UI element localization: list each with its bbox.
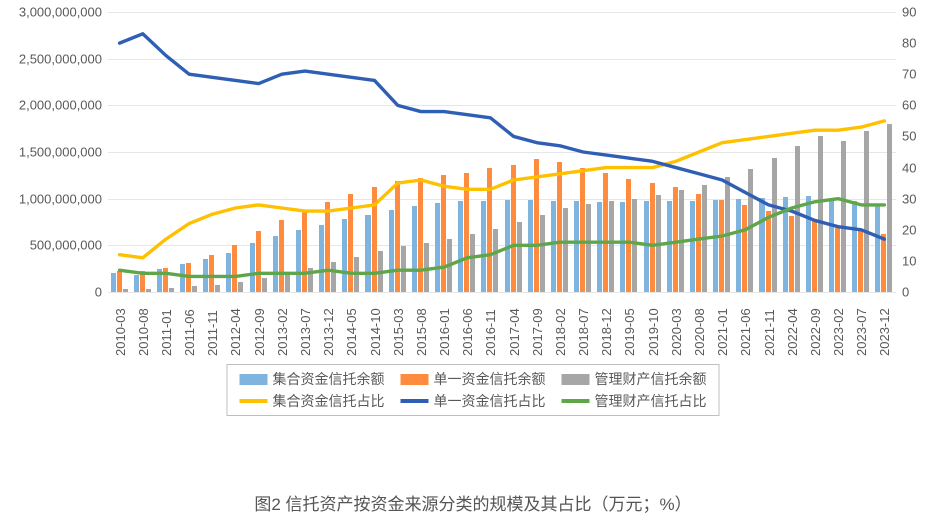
- y-left-tick: 0: [0, 285, 102, 300]
- y-right-tick: 70: [902, 67, 916, 82]
- x-tick: 2023-02: [831, 298, 846, 356]
- y-left-tick: 2,500,000,000: [0, 51, 102, 66]
- x-tick: 2019-10: [646, 298, 661, 356]
- x-tick: 2018-12: [599, 298, 614, 356]
- y-left-tick: 1,000,000,000: [0, 191, 102, 206]
- legend-row: 集合资金信托占比 单一资金信托占比 管理财产信托占比: [240, 390, 707, 412]
- legend-row: 集合资金信托余额 单一资金信托余额 管理财产信托余额: [240, 368, 707, 390]
- y-right-tick: 90: [902, 5, 916, 20]
- x-tick: 2012-04: [228, 298, 243, 356]
- legend-item: 管理财产信托占比: [562, 391, 707, 411]
- x-tick: 2010-03: [113, 298, 128, 356]
- swatch-line-icon: [240, 399, 268, 403]
- y-right-tick: 0: [902, 285, 909, 300]
- legend-item: 集合资金信托余额: [240, 369, 385, 389]
- y-left-tick: 500,000,000: [0, 238, 102, 253]
- x-tick: 2021-06: [738, 298, 753, 356]
- x-tick: 2015-03: [391, 298, 406, 356]
- y-left-tick: 3,000,000,000: [0, 5, 102, 20]
- x-tick: 2020-08: [692, 298, 707, 356]
- x-tick: 2021-11: [762, 298, 777, 356]
- series-line: [120, 199, 885, 277]
- y-right-tick: 40: [902, 160, 916, 175]
- grid-line: [108, 292, 896, 293]
- legend-item: 集合资金信托占比: [240, 391, 385, 411]
- swatch-line-icon: [562, 399, 590, 403]
- x-tick: 2011-11: [205, 298, 220, 356]
- x-tick: 2014-05: [344, 298, 359, 356]
- chart-figure: 0 500,000,000 1,000,000,000 1,500,000,000 2,…: [0, 0, 946, 522]
- swatch-bar-icon: [240, 374, 268, 385]
- x-tick: 2023-07: [854, 298, 869, 356]
- swatch-bar-icon: [562, 374, 590, 385]
- x-tick: 2022-04: [785, 298, 800, 356]
- y-right-tick: 80: [902, 36, 916, 51]
- x-tick: 2014-10: [368, 298, 383, 356]
- plot-area: [108, 12, 896, 292]
- legend-label: 集合资金信托占比: [273, 391, 385, 411]
- x-tick: 2018-02: [553, 298, 568, 356]
- swatch-line-icon: [401, 399, 429, 403]
- x-tick: 2018-07: [576, 298, 591, 356]
- y-right-tick: 30: [902, 191, 916, 206]
- x-tick: 2021-01: [715, 298, 730, 356]
- legend-label: 集合资金信托余额: [273, 369, 385, 389]
- y-left-tick: 2,000,000,000: [0, 98, 102, 113]
- x-tick: 2017-04: [507, 298, 522, 356]
- series-line: [120, 121, 885, 258]
- x-tick: 2013-02: [275, 298, 290, 356]
- x-tick: 2013-12: [321, 298, 336, 356]
- y-right-tick: 60: [902, 98, 916, 113]
- x-tick: 2011-06: [182, 298, 197, 356]
- x-tick: 2022-09: [808, 298, 823, 356]
- figure-caption: 图2 信托资产按资金来源分类的规模及其占比（万元；%）: [0, 490, 946, 515]
- x-tick: 2019-05: [622, 298, 637, 356]
- x-tick: 2020-03: [669, 298, 684, 356]
- legend-item: 单一资金信托占比: [401, 391, 546, 411]
- y-right-tick: 20: [902, 222, 916, 237]
- x-tick: 2016-01: [437, 298, 452, 356]
- x-tick: 2023-12: [877, 298, 892, 356]
- x-tick: 2012-09: [252, 298, 267, 356]
- x-tick: 2010-08: [136, 298, 151, 356]
- legend: 集合资金信托余额 单一资金信托余额 管理财产信托余额集合资金信托占比 单一资金信托占比…: [227, 364, 720, 416]
- legend-item: 单一资金信托余额: [401, 369, 546, 389]
- y-right-tick: 10: [902, 253, 916, 268]
- x-tick: 2017-09: [530, 298, 545, 356]
- x-tick: 2016-11: [483, 298, 498, 356]
- x-tick: 2011-01: [159, 298, 174, 356]
- y-left-tick: 1,500,000,000: [0, 145, 102, 160]
- legend-label: 单一资金信托占比: [434, 391, 546, 411]
- x-tick: 2013-07: [298, 298, 313, 356]
- legend-label: 单一资金信托余额: [434, 369, 546, 389]
- x-tick: 2016-06: [460, 298, 475, 356]
- swatch-bar-icon: [401, 374, 429, 385]
- legend-item: 管理财产信托余额: [562, 369, 707, 389]
- y-right-tick: 50: [902, 129, 916, 144]
- x-tick: 2015-08: [414, 298, 429, 356]
- legend-label: 管理财产信托余额: [595, 369, 707, 389]
- lines-layer: [108, 12, 896, 292]
- legend-label: 管理财产信托占比: [595, 391, 707, 411]
